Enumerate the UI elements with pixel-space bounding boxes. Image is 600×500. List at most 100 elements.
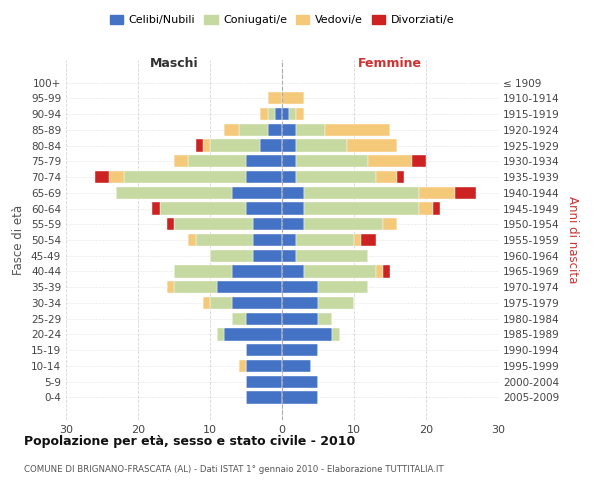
Y-axis label: Anni di nascita: Anni di nascita — [566, 196, 579, 284]
Bar — [318, 281, 368, 293]
Bar — [383, 218, 397, 230]
Legend: Celibi/Nubili, Coniugati/e, Vedovi/e, Divorziati/e: Celibi/Nubili, Coniugati/e, Vedovi/e, Di… — [106, 10, 458, 30]
Bar — [325, 124, 390, 136]
Bar — [296, 155, 368, 168]
Bar — [282, 392, 318, 404]
Bar — [260, 140, 282, 151]
Bar — [174, 155, 188, 168]
Bar — [282, 312, 318, 325]
Bar — [210, 297, 232, 309]
Bar — [376, 266, 383, 278]
Bar — [196, 140, 203, 151]
Bar — [260, 108, 268, 120]
Bar — [246, 360, 282, 372]
Bar — [304, 186, 419, 199]
Bar — [246, 344, 282, 356]
Bar — [282, 297, 318, 309]
Bar — [361, 234, 376, 246]
Bar — [246, 392, 282, 404]
Bar — [174, 281, 217, 293]
Bar — [196, 234, 253, 246]
Bar — [282, 376, 318, 388]
Bar — [203, 297, 210, 309]
Text: Maschi: Maschi — [149, 57, 199, 70]
Bar — [282, 344, 318, 356]
Bar — [282, 234, 296, 246]
Bar — [217, 281, 282, 293]
Bar — [253, 250, 282, 262]
Bar — [188, 234, 196, 246]
Bar — [419, 202, 433, 214]
Bar — [253, 234, 282, 246]
Bar — [246, 171, 282, 183]
Bar — [296, 234, 354, 246]
Text: Femmine: Femmine — [358, 57, 422, 70]
Text: Popolazione per età, sesso e stato civile - 2010: Popolazione per età, sesso e stato civil… — [24, 435, 355, 448]
Bar — [210, 140, 260, 151]
Bar — [304, 266, 376, 278]
Bar — [282, 360, 311, 372]
Bar — [167, 218, 174, 230]
Bar — [268, 108, 275, 120]
Bar — [296, 250, 368, 262]
Bar — [282, 92, 304, 104]
Bar — [282, 186, 304, 199]
Bar — [282, 124, 296, 136]
Bar — [232, 312, 246, 325]
Bar — [304, 202, 419, 214]
Bar — [217, 328, 224, 340]
Bar — [282, 108, 289, 120]
Bar — [116, 186, 232, 199]
Bar — [282, 281, 318, 293]
Bar — [397, 171, 404, 183]
Bar — [282, 155, 296, 168]
Bar — [152, 202, 160, 214]
Bar — [174, 218, 253, 230]
Bar — [239, 360, 246, 372]
Bar — [188, 155, 246, 168]
Bar — [296, 124, 325, 136]
Bar — [296, 140, 347, 151]
Bar — [232, 186, 282, 199]
Bar — [455, 186, 476, 199]
Bar — [318, 297, 354, 309]
Bar — [224, 328, 282, 340]
Bar — [239, 124, 268, 136]
Bar — [383, 266, 390, 278]
Bar — [368, 155, 412, 168]
Bar — [282, 202, 304, 214]
Bar — [347, 140, 397, 151]
Bar — [268, 92, 282, 104]
Bar — [232, 266, 282, 278]
Bar — [282, 140, 296, 151]
Bar — [160, 202, 246, 214]
Bar — [433, 202, 440, 214]
Bar — [167, 281, 174, 293]
Bar — [109, 171, 124, 183]
Bar — [246, 202, 282, 214]
Bar — [232, 297, 282, 309]
Bar — [282, 266, 304, 278]
Bar — [174, 266, 232, 278]
Bar — [246, 155, 282, 168]
Bar — [124, 171, 246, 183]
Bar — [282, 171, 296, 183]
Bar — [318, 312, 332, 325]
Bar — [95, 171, 109, 183]
Bar — [210, 250, 253, 262]
Y-axis label: Fasce di età: Fasce di età — [13, 205, 25, 275]
Bar — [203, 140, 210, 151]
Bar — [412, 155, 426, 168]
Bar — [304, 218, 383, 230]
Bar — [289, 108, 296, 120]
Bar — [282, 218, 304, 230]
Bar — [268, 124, 282, 136]
Bar — [246, 312, 282, 325]
Bar — [282, 250, 296, 262]
Bar — [253, 218, 282, 230]
Bar — [332, 328, 340, 340]
Text: COMUNE DI BRIGNANO-FRASCATA (AL) - Dati ISTAT 1° gennaio 2010 - Elaborazione TUT: COMUNE DI BRIGNANO-FRASCATA (AL) - Dati … — [24, 465, 443, 474]
Bar — [419, 186, 455, 199]
Bar — [246, 376, 282, 388]
Bar — [282, 328, 332, 340]
